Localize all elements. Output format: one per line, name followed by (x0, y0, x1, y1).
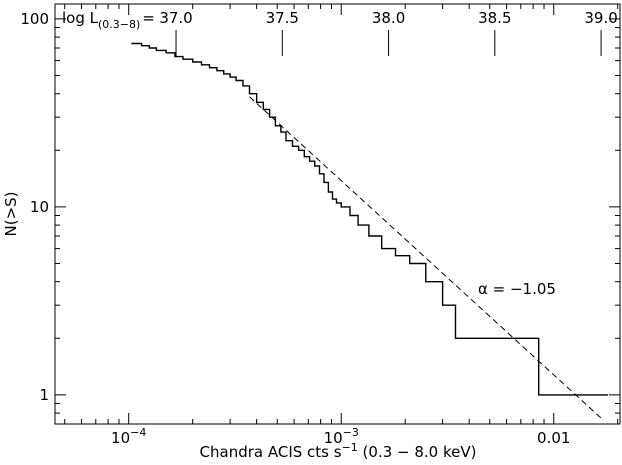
y-tick-label: 100 (20, 10, 49, 28)
x-tick-label: 0.01 (537, 429, 570, 447)
data-series (131, 42, 608, 421)
slope-annotation: α = −1.05 (478, 280, 556, 298)
y-tick-label: 1 (39, 386, 49, 404)
top-axis-tick-labels: 37.0 37.5 38.0 38.5 39.0 (159, 9, 617, 27)
x-tick-label: 10−4 (111, 426, 146, 447)
x-axis-title: Chandra ACIS cts s−1 (0.3 − 8.0 keV) (200, 441, 477, 461)
luminosity-tick-label: 38.0 (372, 9, 405, 27)
x-tick-label: 10−3 (324, 426, 359, 447)
y-tick-labels: 1 10 100 (20, 10, 49, 404)
luminosity-tick-label: 38.5 (478, 9, 511, 27)
luminosity-tick-label: 39.0 (584, 9, 617, 27)
y-axis-title: N(>S) (2, 191, 20, 236)
luminosity-tick-label: 37.5 (266, 9, 299, 27)
power-law-fit-dashed-line (249, 96, 605, 421)
cumulative-counts-step-line (131, 42, 608, 396)
luminosity-tick-label: 37.0 (159, 9, 192, 27)
x-tick-labels: 10−4 10−3 0.01 (111, 426, 570, 447)
axis-ticks (55, 4, 620, 425)
top-axis-title: log L(0.3−8) = (62, 9, 155, 31)
plot-frame (54, 3, 621, 425)
annotations: α = −1.05 (478, 280, 556, 298)
y-tick-label: 10 (30, 198, 49, 216)
